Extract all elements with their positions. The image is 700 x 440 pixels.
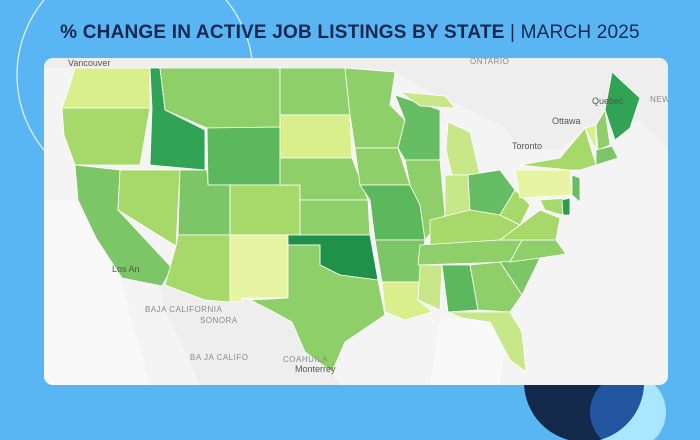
state — [499, 189, 531, 226]
place-label: BA JA CALIFO — [190, 353, 248, 362]
place-label: Ottawa — [552, 116, 581, 126]
canada — [44, 58, 668, 150]
state — [374, 239, 426, 283]
state — [61, 67, 151, 109]
state — [498, 209, 561, 241]
place-label: NEW BRUNSWI — [650, 95, 700, 104]
place-label: BAJA CALIFORNIA — [145, 305, 222, 314]
state — [595, 108, 611, 151]
state — [279, 67, 351, 116]
state — [604, 71, 641, 141]
states — [61, 67, 641, 373]
title-main: % CHANGE IN ACTIVE JOB LISTINGS BY STATE — [60, 22, 505, 43]
state — [571, 174, 581, 203]
place-label: Quebec — [592, 96, 624, 106]
place-label: SONORA — [200, 316, 238, 325]
water — [44, 200, 510, 385]
state — [509, 239, 567, 263]
state — [229, 184, 301, 236]
state — [248, 244, 386, 373]
title-date: | MARCH 2025 — [510, 22, 640, 43]
state — [299, 199, 371, 236]
place-label: Toronto — [512, 141, 542, 151]
place-label: Monterrey — [295, 364, 336, 374]
mexico — [160, 282, 340, 385]
state — [469, 261, 523, 313]
title: % CHANGE IN ACTIVE JOB LISTINGS BY STATE… — [0, 22, 700, 44]
place-label: COAHUILA — [283, 355, 328, 364]
state — [206, 126, 281, 186]
place-label: Los An — [112, 264, 140, 274]
state — [561, 197, 571, 216]
state — [398, 91, 456, 109]
state — [279, 114, 353, 159]
state — [417, 264, 443, 311]
state — [595, 145, 619, 166]
state — [584, 124, 597, 151]
circle-overlap — [590, 374, 644, 440]
map-card: Vancouver ONTARIO Quebec Ottawa Toronto NEW B… — [44, 57, 700, 385]
state — [61, 107, 151, 166]
state — [229, 234, 289, 303]
place-label: Vancouver — [68, 58, 110, 68]
state — [514, 169, 573, 199]
place-label: ONTARIO — [470, 57, 509, 66]
state — [447, 311, 527, 373]
